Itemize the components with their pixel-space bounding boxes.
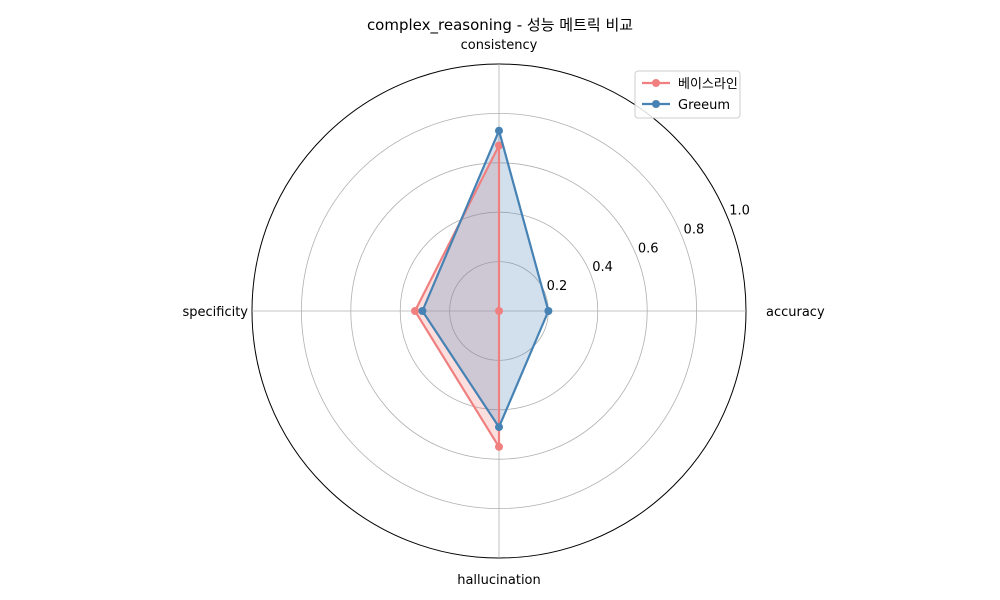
radial-tick-label: 0.4 <box>592 260 613 275</box>
series-fill-1 <box>422 130 549 428</box>
series-point-1-consistency <box>495 126 503 135</box>
series-lines <box>411 126 553 451</box>
series-point-1-hallucination <box>495 423 503 432</box>
axis-label-consistency: consistency <box>461 38 538 53</box>
series-fills <box>415 130 549 447</box>
radial-tick-label: 0.8 <box>684 222 705 237</box>
legend-label-0: 베이스라인 <box>678 77 738 92</box>
radial-tick-labels: 0.2 0.4 0.6 0.8 1.0 <box>547 203 750 294</box>
chart-title: complex_reasoning - 성능 메트릭 비교 <box>367 16 633 35</box>
radial-tick-label: 0.6 <box>638 241 659 256</box>
axis-label-specificity: specificity <box>182 305 248 320</box>
radial-tick-label: 1.0 <box>729 203 750 218</box>
series-fill-0 <box>415 145 499 447</box>
series-point-0-consistency <box>495 141 503 150</box>
series-point-0-specificity <box>411 307 420 315</box>
series-point-0-accuracy <box>495 307 503 315</box>
series-point-1-specificity <box>418 307 427 315</box>
series-point-1-accuracy <box>544 307 553 315</box>
legend-label-1: Greeum <box>678 98 730 113</box>
legend: 베이스라인 Greeum <box>634 70 741 119</box>
axis-labels: accuracy consistency specificity hallucinat… <box>182 38 824 588</box>
axis-label-hallucination: hallucination <box>457 573 541 588</box>
axis-label-accuracy: accuracy <box>766 305 825 320</box>
legend-marker-0 <box>652 79 660 87</box>
radial-tick-label: 0.2 <box>547 279 568 294</box>
series-point-0-hallucination <box>495 442 503 451</box>
legend-marker-1 <box>652 100 660 108</box>
